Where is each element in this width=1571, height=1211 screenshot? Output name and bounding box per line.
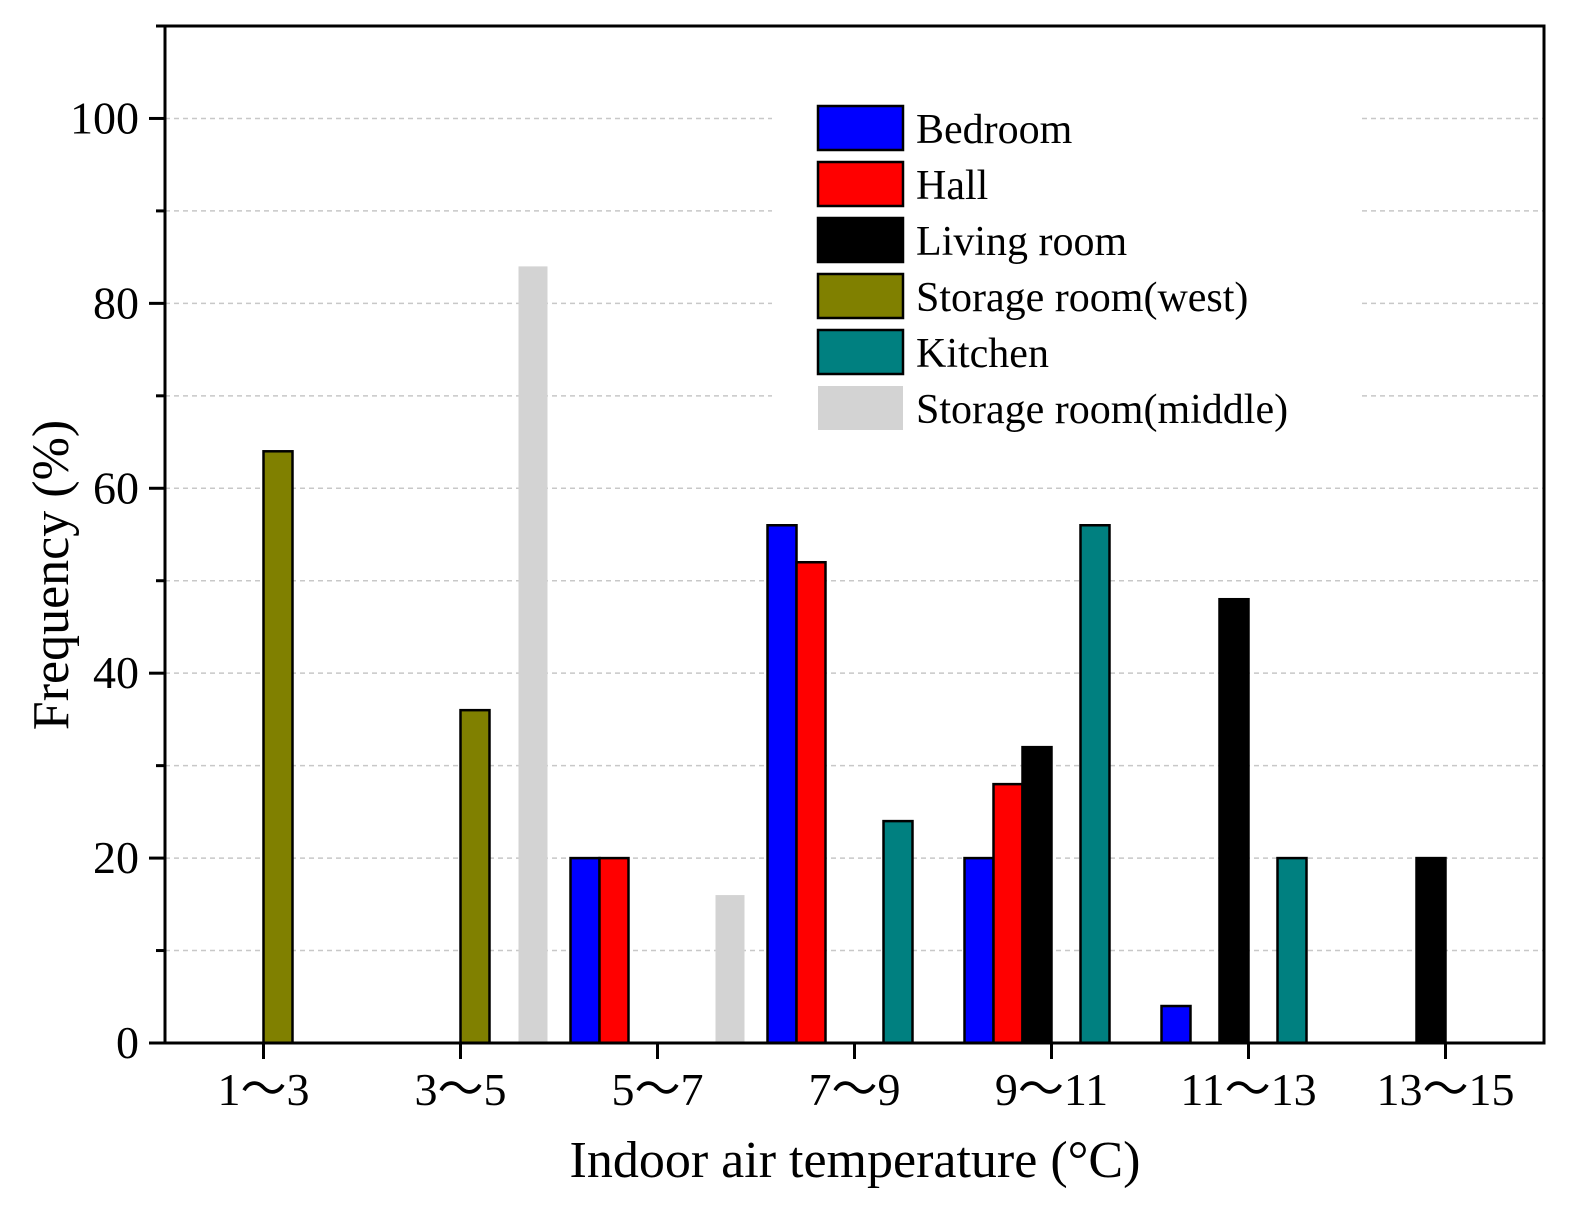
- bar-hall-4: [992, 782, 1024, 1045]
- x-tick-label: 5～7: [612, 1064, 704, 1115]
- grid-lines: [165, 117, 1544, 952]
- x-axis-title: Indoor air temperature (°C): [570, 1132, 1141, 1189]
- legend-swatch: [816, 216, 905, 264]
- legend-swatch: [816, 328, 905, 376]
- y-axis: 0 20 40 60 80 100: [70, 24, 165, 1068]
- legend-label: Living room: [916, 219, 1127, 265]
- bar-bedroom-3: [766, 524, 798, 1045]
- bar-storage-room-middle--1: [518, 266, 548, 1043]
- x-tick-label: 13～15: [1377, 1064, 1515, 1115]
- legend-label: Storage room(middle): [916, 387, 1288, 433]
- bar-bedroom-2: [569, 856, 601, 1045]
- bar-bedroom-5: [1160, 1004, 1192, 1045]
- legend-label: Kitchen: [916, 331, 1049, 377]
- legend: Bedroom Hall Living room Storage room(west)…: [816, 104, 1288, 433]
- bar-storage-room-west--1: [459, 708, 491, 1045]
- bar-living-room-5: [1218, 597, 1250, 1045]
- y-axis-title: Frequency (%): [23, 420, 80, 730]
- x-tick-label: 1～3: [218, 1064, 310, 1115]
- bar-storage-room-west--0: [262, 450, 294, 1045]
- legend-swatch: [816, 272, 905, 320]
- y-tick-label: 60: [93, 462, 139, 513]
- legend-swatch: [816, 160, 905, 208]
- bar-hall-3: [795, 560, 827, 1045]
- bar-kitchen-3: [882, 819, 914, 1045]
- y-tick-label: 0: [116, 1017, 139, 1068]
- bar-hall-2: [598, 856, 630, 1045]
- legend-swatch: [818, 386, 903, 430]
- legend-label: Storage room(west): [916, 275, 1248, 321]
- y-tick-label: 80: [93, 277, 139, 328]
- y-tick-label: 20: [93, 832, 139, 883]
- bar-kitchen-5: [1276, 856, 1308, 1045]
- y-tick-label: 40: [93, 647, 139, 698]
- x-tick-label: 11～13: [1180, 1064, 1316, 1115]
- x-tick-label: 9～11: [995, 1064, 1108, 1115]
- legend-label: Bedroom: [916, 107, 1073, 153]
- bar-kitchen-4: [1079, 524, 1111, 1045]
- bar-living-room-4: [1021, 745, 1053, 1045]
- y-tick-label: 100: [70, 92, 139, 143]
- bars: [262, 266, 1447, 1045]
- x-tick-label: 3～5: [415, 1064, 507, 1115]
- bar-storage-room-middle--2: [715, 895, 745, 1043]
- legend-label: Hall: [916, 163, 988, 209]
- bar-bedroom-4: [963, 856, 995, 1045]
- bar-living-room-6: [1415, 856, 1447, 1045]
- x-axis: 1～3 3～5 5～7 7～9 9～11 11～13 13～15: [218, 1043, 1515, 1115]
- legend-swatch: [816, 104, 905, 152]
- x-tick-label: 7～9: [809, 1064, 901, 1115]
